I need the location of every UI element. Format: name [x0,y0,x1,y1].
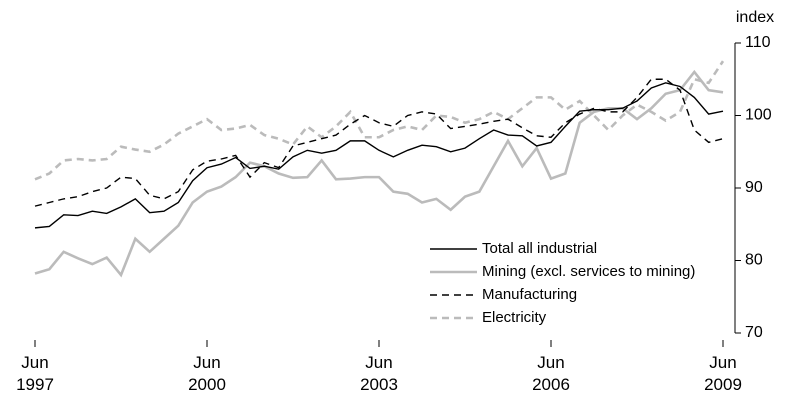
y-tick-label: 70 [745,324,763,341]
x-tick-label: Jun 1997 [16,353,54,394]
x-tick-label: Jun 2003 [360,353,398,394]
legend-label: Total all industrial [482,240,597,257]
x-tick-label: Jun 2009 [704,353,742,394]
legend-label: Mining (excl. services to mining) [482,263,695,280]
series-line [34,78,724,207]
y-tick-label: 90 [745,179,763,196]
y-tick-label: 100 [745,107,772,124]
y-tick-label: 80 [745,252,763,269]
legend-label: Electricity [482,309,547,326]
series-line [34,82,724,229]
y-axis-label: index [736,9,774,26]
x-tick-label: Jun 2006 [532,353,570,394]
y-tick-label: 110 [745,34,771,51]
series-line [34,60,725,181]
series-line [34,69,724,278]
legend-label: Manufacturing [482,286,577,303]
x-tick-label: Jun 2000 [188,353,226,394]
